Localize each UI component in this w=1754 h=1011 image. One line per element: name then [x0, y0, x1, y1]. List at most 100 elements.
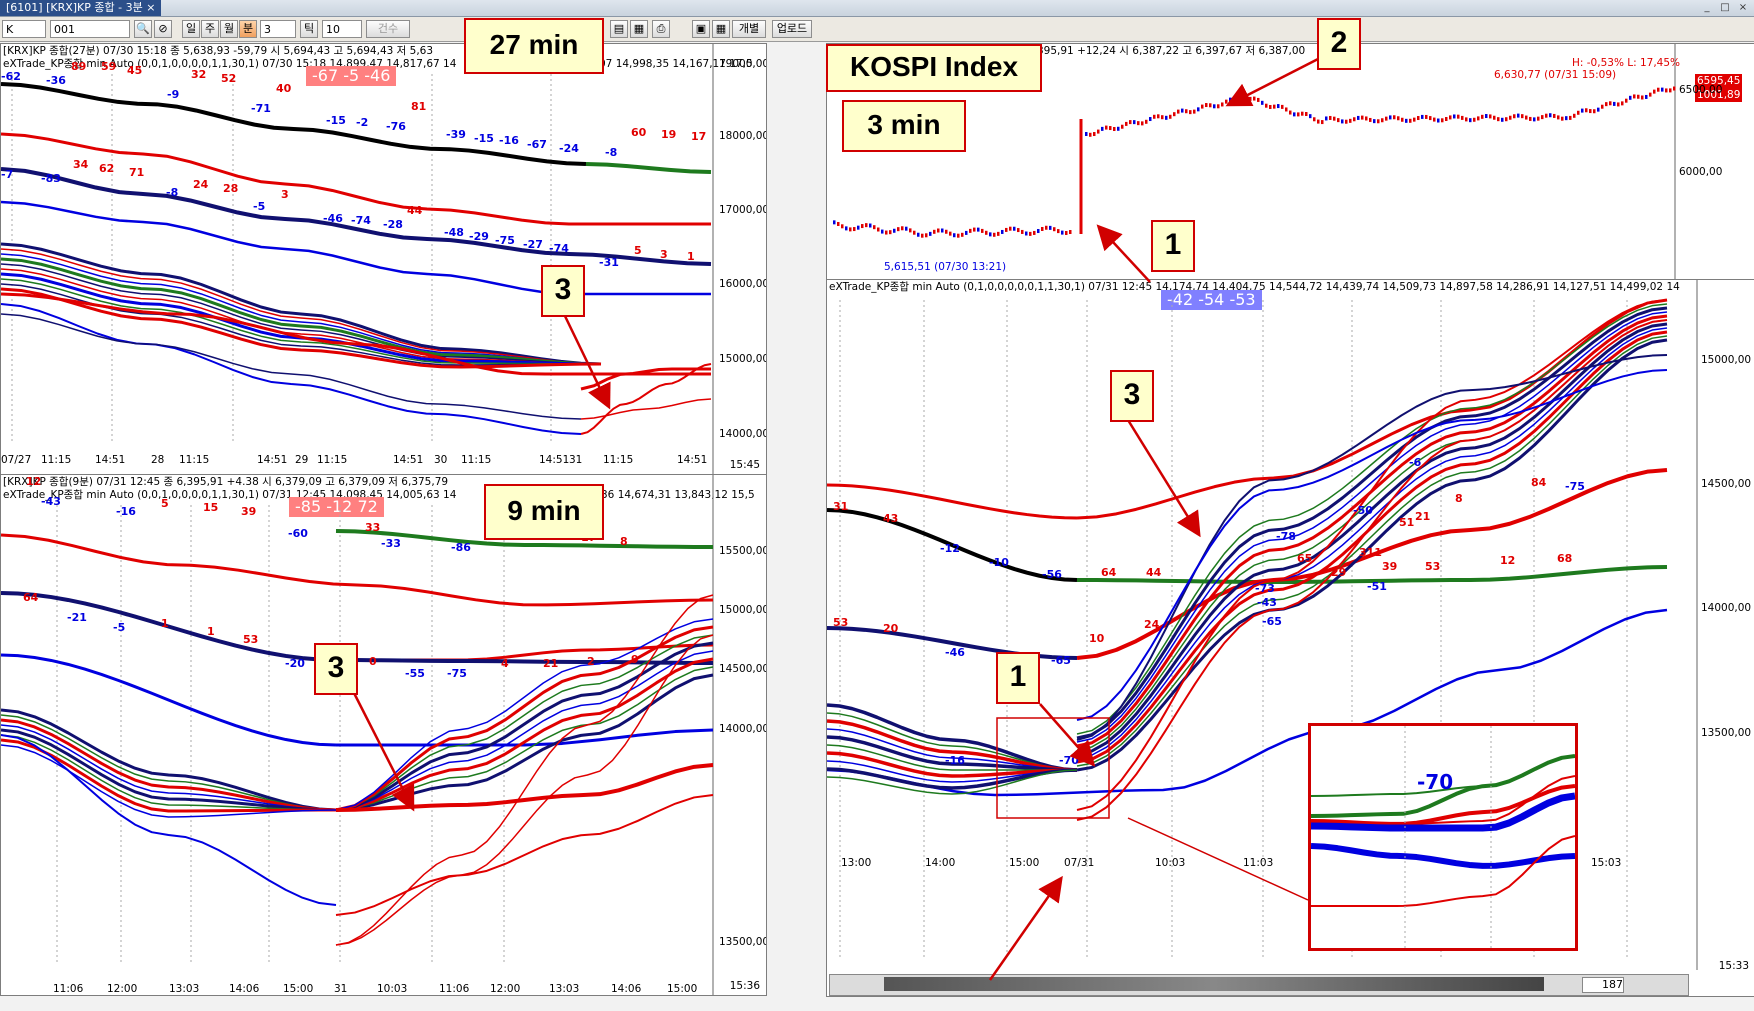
candle [1061, 230, 1064, 235]
candle [1445, 117, 1448, 122]
scroll-value-field[interactable]: 187 [1582, 977, 1624, 993]
chart-tool-icon[interactable]: ▤ [610, 20, 628, 38]
chart-area-9: 1251539333529178-43-16-60-33-86641153042… [1, 475, 714, 995]
candle [1049, 225, 1052, 230]
candle [1629, 95, 1632, 100]
candle [1437, 118, 1440, 123]
layout-icon[interactable]: ▣ [692, 20, 710, 38]
chart-scrollbar[interactable]: 187 [829, 974, 1689, 996]
band-line [1, 263, 602, 365]
tick-select[interactable]: 10 [322, 20, 362, 38]
candle [1633, 94, 1636, 99]
candle [953, 233, 956, 238]
scroll-thumb[interactable] [884, 977, 1544, 991]
maximize-icon[interactable]: □ [1720, 2, 1730, 13]
clock-label: 15:36 [729, 980, 760, 992]
candle [1277, 104, 1280, 109]
value-label: 4 [501, 657, 509, 670]
x-tick-label: 30 [434, 454, 448, 466]
y-tick-label: 19000,00 [719, 58, 767, 70]
x-tick-label: 14:06 [611, 983, 642, 995]
code-input[interactable]: 001 [50, 20, 130, 38]
y-tick-label: 15000,00 [719, 353, 767, 365]
value-label: -48 [444, 226, 464, 239]
candle [1597, 107, 1600, 112]
candle [969, 228, 972, 233]
candle [1577, 110, 1580, 115]
minute-select[interactable]: 3 [260, 20, 296, 38]
candle [1037, 229, 1040, 234]
candle [1089, 132, 1092, 137]
value-label: -24 [559, 142, 579, 155]
candle [1213, 104, 1216, 109]
candle [1005, 227, 1008, 232]
candle [917, 232, 920, 237]
candle [1301, 111, 1304, 116]
x-tick-label: 10:03 [377, 983, 408, 995]
value-label: 3 [281, 188, 289, 201]
close-window-icon[interactable]: × [1738, 2, 1748, 13]
x-tick-label: 13:00 [841, 857, 872, 869]
candle [897, 227, 900, 232]
candle [1621, 101, 1624, 106]
y-tick-label: 14000,00 [719, 723, 767, 735]
band-line [827, 767, 1078, 790]
candle [1413, 117, 1416, 122]
x-tick-label: 14:51 [393, 454, 424, 466]
minimize-icon[interactable]: _ [1704, 2, 1710, 13]
chart-panel-27min[interactable]: [KRX]KP 종합(27분) 07/30 15:18 종 5,638,93 -… [0, 43, 767, 475]
band-line-blue [1076, 369, 1668, 721]
search-icon[interactable]: 🔍 [134, 20, 152, 38]
y-tick-label: 14500,00 [1701, 478, 1752, 490]
zoom-icon[interactable]: ▦ [630, 20, 648, 38]
candle [1045, 225, 1048, 230]
value-label: -50 [1353, 504, 1373, 517]
callout-marker-3-right: 3 [1110, 370, 1154, 422]
candle [1557, 115, 1560, 120]
candle [1093, 132, 1096, 137]
band-line [1076, 311, 1668, 743]
period-week-button[interactable]: 주 [201, 20, 219, 38]
callout-marker-2: 2 [1317, 18, 1361, 70]
value-label: -71 [251, 102, 271, 115]
value-label: -62 [1, 70, 21, 83]
candle [949, 231, 952, 236]
window-tab[interactable]: [6101] [KRX]KP 종합 - 3분 × [0, 0, 162, 16]
grid-icon[interactable]: ▦ [712, 20, 730, 38]
value-label: 52 [221, 72, 236, 85]
value-label: -20 [285, 657, 305, 670]
period-month-button[interactable]: 월 [220, 20, 238, 38]
inset-line [1311, 792, 1575, 832]
chart-panel-9min[interactable]: [KRX]KP 종합(9분) 07/31 12:45 종 6,395,91 +4… [0, 474, 767, 996]
x-tick-label: 12:00 [490, 983, 521, 995]
volume-select[interactable]: 건수 [366, 20, 410, 38]
value-label: 39 [241, 505, 256, 518]
value-label: -5 [113, 621, 125, 634]
upload-button[interactable]: 업로드 [772, 20, 812, 38]
close-tab-icon[interactable]: × [146, 1, 156, 14]
period-day-button[interactable]: 일 [182, 20, 200, 38]
x-tick-label: 07/31 [1064, 857, 1095, 869]
candle [909, 228, 912, 233]
period-minute-button[interactable]: 분 [239, 20, 257, 38]
x-tick-label: 29 [295, 454, 309, 466]
candle [1345, 119, 1348, 124]
candle [1121, 124, 1124, 129]
print-icon[interactable]: ⎙ [652, 20, 670, 38]
indiv-button[interactable]: 개별 [732, 20, 766, 38]
indicator-header: eXTrade_KP종합 min Auto (0,1,0,0,0,0,0,1,1… [829, 281, 1680, 293]
candle [1233, 97, 1236, 102]
last-price-badge: 6595,45 [1695, 74, 1743, 88]
candle [1249, 96, 1252, 101]
candle [1429, 116, 1432, 121]
candle [1137, 121, 1140, 126]
candle [1369, 117, 1372, 122]
period-tick-button[interactable]: 틱 [300, 20, 318, 38]
candle [849, 227, 852, 232]
value-label: 62 [99, 162, 114, 175]
stop-icon[interactable]: ⊘ [154, 20, 172, 38]
chart-panel-3min-indicator[interactable]: eXTrade_KP종합 min Auto (0,1,0,0,0,0,0,1,1… [826, 279, 1754, 997]
market-select[interactable]: K [2, 20, 46, 38]
candle [1149, 117, 1152, 122]
value-label: 20 [883, 622, 899, 635]
